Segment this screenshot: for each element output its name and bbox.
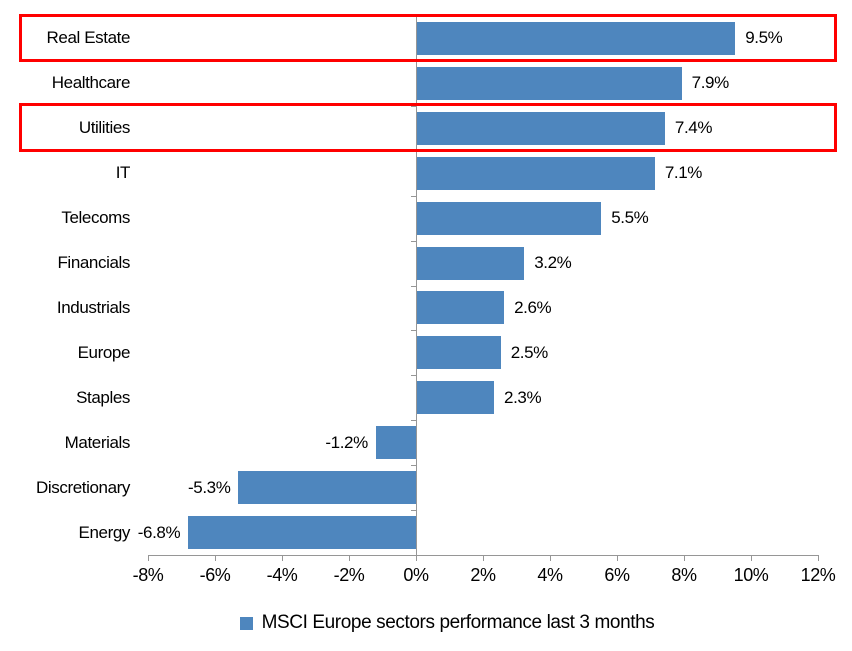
- y-axis-tick: [411, 195, 416, 197]
- x-axis-tick: [684, 555, 685, 561]
- x-axis-tick: [416, 555, 417, 561]
- x-tick-label--2-: -2%: [333, 565, 365, 585]
- y-axis-tick: [411, 105, 416, 107]
- bar-energy: [188, 516, 416, 550]
- category-label-industrials: Industrials: [56, 297, 130, 317]
- x-tick-label--8-: -8%: [132, 565, 164, 585]
- y-axis-tick: [411, 420, 416, 422]
- category-label-discretionary: Discretionary: [36, 477, 130, 497]
- y-axis-tick: [411, 465, 416, 467]
- x-tick-label-2-: 2%: [470, 565, 496, 585]
- y-axis-tick: [411, 330, 416, 332]
- category-label-it: IT: [115, 163, 131, 183]
- x-tick-label-10-: 10%: [733, 565, 769, 585]
- x-axis-tick: [550, 555, 551, 561]
- y-axis-tick: [411, 375, 416, 377]
- category-label-europe: Europe: [77, 342, 131, 362]
- bar-industrials: [417, 291, 505, 325]
- x-tick-label-8-: 8%: [671, 565, 697, 585]
- y-axis-tick: [411, 16, 416, 17]
- x-tick-label-12-: 12%: [800, 565, 836, 585]
- y-axis-tick: [411, 285, 416, 287]
- legend-label: MSCI Europe sectors performance last 3 m…: [261, 612, 655, 633]
- x-tick-label-6-: 6%: [604, 565, 630, 585]
- bar-it: [417, 156, 655, 190]
- bar-financials: [417, 246, 525, 280]
- x-axis-tick: [148, 555, 149, 561]
- value-label-it: 7.1%: [664, 163, 703, 183]
- category-label-financials: Financials: [57, 253, 130, 273]
- value-label-materials: -1.2%: [325, 432, 368, 452]
- category-label-materials: Materials: [64, 432, 131, 452]
- x-tick-label--6-: -6%: [199, 565, 231, 585]
- bar-utilities: [417, 111, 665, 145]
- bar-discretionary: [238, 471, 416, 505]
- value-label-industrials: 2.6%: [514, 297, 552, 317]
- bar-staples: [417, 381, 495, 415]
- value-label-utilities: 7.4%: [674, 118, 713, 138]
- value-label-financials: 3.2%: [534, 253, 572, 273]
- category-label-telecoms: Telecoms: [61, 208, 130, 228]
- x-axis-tick: [617, 555, 618, 561]
- x-axis-tick: [483, 555, 484, 561]
- value-label-energy: -6.8%: [137, 522, 181, 542]
- y-axis-tick: [411, 510, 416, 512]
- category-label-staples: Staples: [76, 387, 130, 407]
- value-label-staples: 2.3%: [504, 387, 542, 407]
- legend: MSCI Europe sectors performance last 3 m…: [0, 610, 852, 636]
- bar-telecoms: [417, 201, 602, 235]
- category-label-utilities: Utilities: [78, 118, 131, 138]
- y-axis-line: [416, 16, 417, 555]
- x-axis-tick: [818, 555, 819, 561]
- legend-swatch-icon: [239, 616, 253, 630]
- category-label-real-estate: Real Estate: [46, 28, 131, 48]
- highlight-box-utilities: [19, 103, 837, 153]
- bar-europe: [417, 336, 501, 370]
- x-tick-label-0-: 0%: [403, 565, 429, 585]
- value-label-telecoms: 5.5%: [611, 208, 649, 228]
- x-tick-label-4-: 4%: [537, 565, 563, 585]
- category-label-healthcare: Healthcare: [51, 73, 131, 93]
- bar-materials: [375, 426, 416, 460]
- value-label-discretionary: -5.3%: [188, 477, 231, 497]
- value-label-healthcare: 7.9%: [691, 73, 730, 93]
- x-axis-tick: [215, 555, 216, 561]
- x-tick-label--4-: -4%: [266, 565, 298, 585]
- category-label-energy: Energy: [78, 522, 131, 542]
- highlight-box-real-estate: [19, 13, 837, 63]
- bar-healthcare: [417, 66, 682, 100]
- bar-real-estate: [417, 21, 736, 55]
- x-axis-tick: [751, 555, 752, 561]
- value-label-europe: 2.5%: [510, 342, 549, 362]
- x-axis-tick: [349, 555, 350, 561]
- x-axis-tick: [282, 555, 283, 561]
- y-axis-tick: [411, 240, 416, 242]
- value-label-real-estate: 9.5%: [745, 28, 783, 48]
